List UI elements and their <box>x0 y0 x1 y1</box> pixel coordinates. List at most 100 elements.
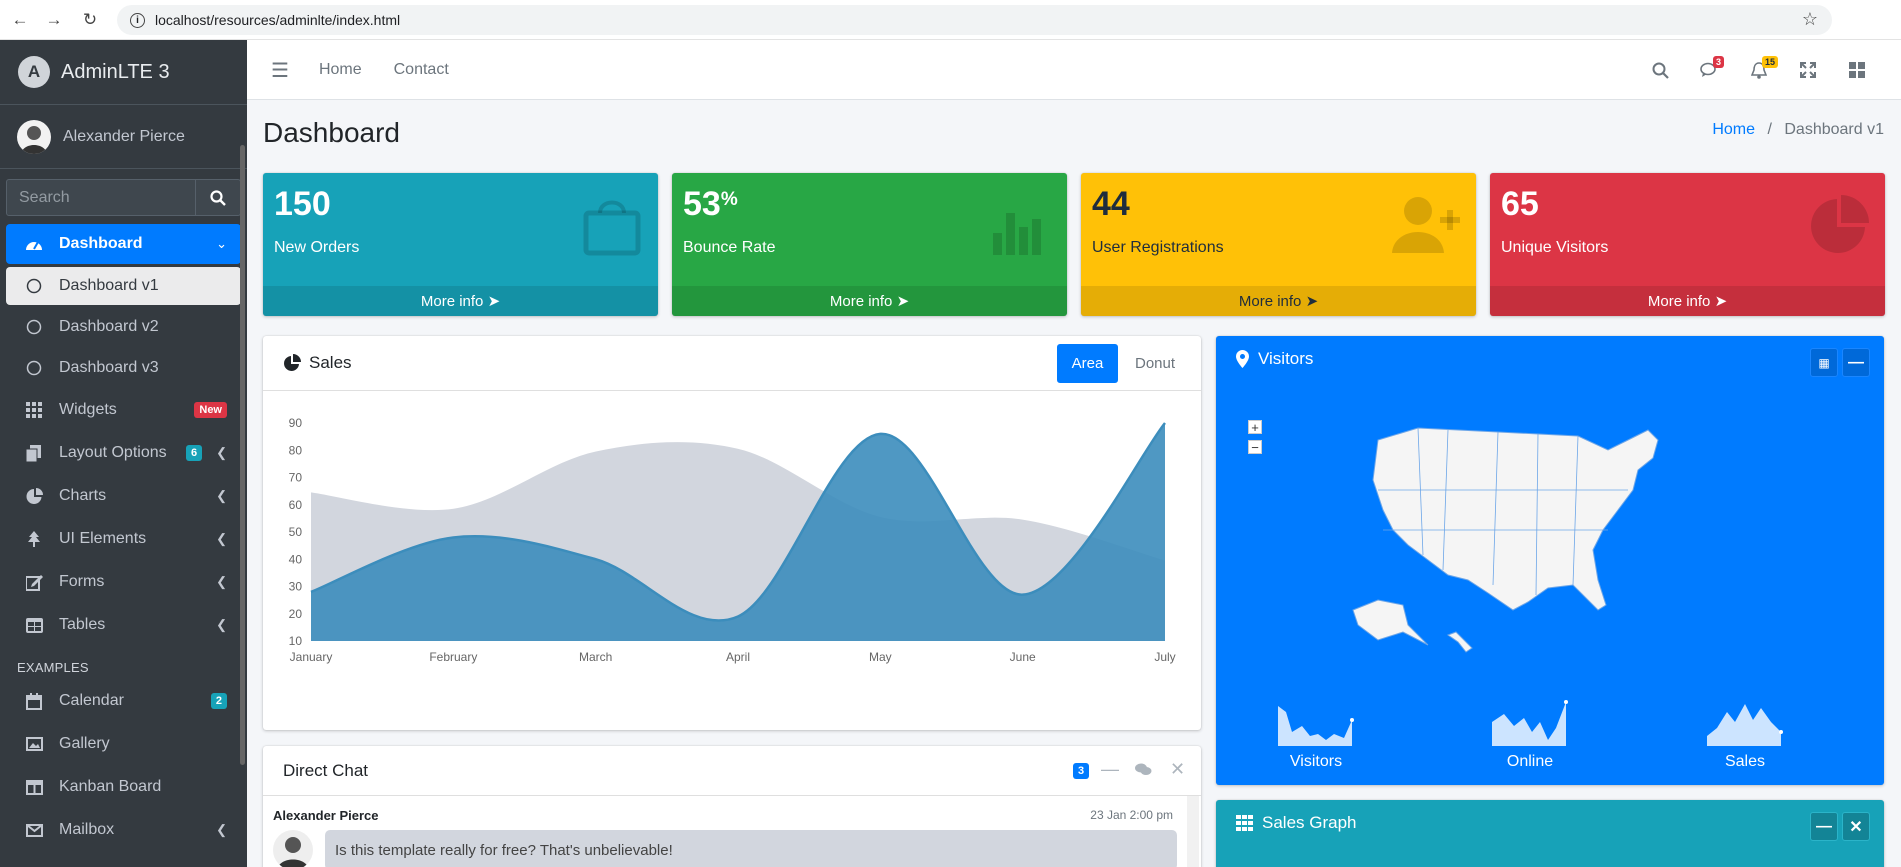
fullscreen-icon[interactable] <box>1783 62 1832 78</box>
chat-scrollbar[interactable] <box>1187 796 1199 867</box>
bell-icon[interactable]: 15 <box>1734 55 1783 79</box>
tab-donut[interactable]: Donut <box>1134 355 1176 372</box>
arrow-circle-right-icon: ➤ <box>896 293 910 310</box>
chart-pie-icon <box>23 487 45 505</box>
spark-visitors-label: Visitors <box>1289 753 1343 770</box>
url-text: localhost/resources/adminlte/index.html <box>155 12 401 28</box>
minus-icon: — <box>1848 353 1864 371</box>
sparkline-sales-chart <box>1707 704 1783 746</box>
sidebar-header-examples: EXAMPLES <box>17 660 89 675</box>
small-box-value: 44 <box>1092 185 1130 223</box>
sidebar-item-charts[interactable]: Charts ❮ <box>6 476 241 516</box>
search-button[interactable] <box>196 179 241 216</box>
address-bar[interactable]: i localhost/resources/adminlte/index.htm… <box>117 5 1832 35</box>
direct-chat-header: Direct Chat 3 — ✕ <box>263 746 1201 796</box>
search-input[interactable]: Search <box>6 179 196 216</box>
sidebar-item-widgets[interactable]: Widgets New <box>6 390 241 430</box>
edit-icon <box>23 574 45 591</box>
count-badge: 2 <box>210 693 227 709</box>
remove-button[interactable]: ✕ <box>1842 812 1870 841</box>
chevron-left-icon: ❮ <box>216 445 227 460</box>
tab-area[interactable]: Area <box>1057 344 1118 383</box>
sidebar-search: Search <box>6 179 241 216</box>
browser-toolbar: ← → ↻ i localhost/resources/adminlte/ind… <box>0 0 1901 40</box>
map-zoom-in-button[interactable]: + <box>1248 420 1262 434</box>
calendar-icon: ▦ <box>1818 355 1830 370</box>
x-tick-label: May <box>869 650 892 664</box>
back-icon[interactable]: ← <box>11 10 29 29</box>
sidebar-item-dashboard-v2[interactable]: Dashboard v2 <box>6 308 241 346</box>
user-plus-icon <box>1392 193 1462 262</box>
arrow-circle-right-icon: ➤ <box>1714 293 1728 310</box>
hamburger-menu-icon[interactable]: ☰ <box>271 59 289 82</box>
comments-icon[interactable] <box>1134 762 1152 782</box>
sidebar-item-dashboard[interactable]: Dashboard ⌄ <box>6 224 241 264</box>
breadcrumb-current: Dashboard v1 <box>1784 121 1884 138</box>
nav-link-contact[interactable]: Contact <box>393 61 449 78</box>
sidebar-item-label: Gallery <box>59 735 110 752</box>
chevron-left-icon: ❮ <box>216 822 227 837</box>
x-tick-label: June <box>1010 650 1036 664</box>
sidebar-scrollbar[interactable] <box>240 145 245 765</box>
brand-link[interactable]: A AdminLTE 3 <box>0 40 247 105</box>
collapse-button[interactable]: — <box>1842 348 1870 377</box>
more-info-link[interactable]: More info ➤ <box>1081 286 1476 316</box>
top-navbar: ☰ Home Contact 3 15 <box>247 40 1901 100</box>
more-info-link[interactable]: More info ➤ <box>263 286 658 316</box>
brand-logo-icon: A <box>18 56 50 88</box>
control-sidebar-icon[interactable] <box>1832 62 1881 78</box>
sidebar: A AdminLTE 3 Alexander Pierce Search Das… <box>0 40 247 867</box>
sidebar-item-layout-options[interactable]: Layout Options 6 ❮ <box>6 433 241 473</box>
x-tick-label: January <box>290 650 333 664</box>
sidebar-item-mailbox[interactable]: Mailbox ❮ <box>6 810 241 850</box>
collapse-button[interactable]: — <box>1810 812 1838 841</box>
sidebar-item-label: Charts <box>59 487 107 504</box>
th-icon <box>1236 815 1253 831</box>
comments-icon[interactable]: 3 <box>1685 56 1734 78</box>
minus-icon[interactable]: — <box>1101 759 1119 779</box>
spark-online: Online <box>1475 698 1585 771</box>
sparkline-visitors-chart <box>1278 706 1354 746</box>
count-badge: 6 <box>185 445 203 461</box>
sparkline-online-chart <box>1492 700 1568 746</box>
small-box-unique-visitors: 65 Unique Visitors More info ➤ <box>1490 173 1885 316</box>
chevron-left-icon: ❮ <box>216 617 227 632</box>
sidebar-item-dashboard-v3[interactable]: Dashboard v3 <box>6 349 241 387</box>
user-name: Alexander Pierce <box>63 127 185 145</box>
close-icon[interactable]: ✕ <box>1170 759 1186 779</box>
more-info-link[interactable]: More info ➤ <box>1490 286 1885 316</box>
date-range-button[interactable]: ▦ <box>1810 348 1838 377</box>
breadcrumb-home[interactable]: Home <box>1712 121 1756 138</box>
nav-link-home[interactable]: Home <box>318 61 362 78</box>
small-box-value: 53% <box>683 185 738 223</box>
sidebar-item-gallery[interactable]: Gallery <box>6 724 241 764</box>
chat-count-badge: 3 <box>1073 763 1090 779</box>
sidebar-item-label: Kanban Board <box>59 778 162 795</box>
small-box-label: Bounce Rate <box>683 239 776 256</box>
search-icon[interactable] <box>1636 62 1685 79</box>
chevron-left-icon: ❮ <box>216 531 227 546</box>
sidebar-item-label: Layout Options <box>59 444 167 461</box>
direct-chat-title: Direct Chat <box>283 760 369 780</box>
site-info-icon[interactable]: i <box>130 12 145 28</box>
x-tick-label: March <box>579 650 612 664</box>
y-tick-label: 30 <box>289 580 303 594</box>
sidebar-item-calendar[interactable]: Calendar 2 <box>6 681 241 721</box>
reload-icon[interactable]: ↻ <box>82 10 98 29</box>
map-zoom-out-button[interactable]: − <box>1248 440 1262 454</box>
sidebar-item-tables[interactable]: Tables ❮ <box>6 605 241 645</box>
user-panel[interactable]: Alexander Pierce <box>0 105 247 169</box>
forward-icon[interactable]: → <box>45 10 63 29</box>
sidebar-item-ui-elements[interactable]: UI Elements ❮ <box>6 519 241 559</box>
x-tick-label: February <box>429 650 477 664</box>
sidebar-item-dashboard-v1[interactable]: Dashboard v1 <box>6 267 241 305</box>
y-tick-label: 10 <box>289 634 303 648</box>
more-info-link[interactable]: More info ➤ <box>672 286 1067 316</box>
sidebar-item-forms[interactable]: Forms ❮ <box>6 562 241 602</box>
small-box-label: Unique Visitors <box>1501 239 1609 256</box>
sidebar-item-kanban-board[interactable]: Kanban Board <box>6 767 241 807</box>
usa-map[interactable] <box>1348 410 1748 670</box>
bookmark-star-icon[interactable]: ☆ <box>1801 9 1818 29</box>
new-badge: New <box>194 402 227 418</box>
bar-chart-icon <box>989 193 1053 262</box>
